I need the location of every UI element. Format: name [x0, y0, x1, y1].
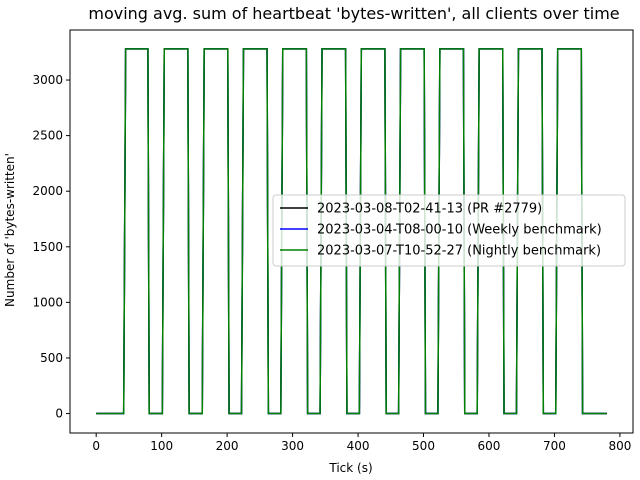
y-axis-ticks: 0 500 1000 1500 2000 2500 3000 — [32, 73, 70, 421]
series-layer — [96, 48, 607, 415]
x-axis-label: Tick (s) — [328, 461, 372, 475]
legend-entry-label: 2023-03-07-T10-52-27 (Nightly benchmark) — [317, 244, 601, 259]
x-tick-label: 0 — [92, 439, 100, 453]
x-tick-label: 700 — [543, 439, 566, 453]
x-tick-label: 400 — [347, 439, 370, 453]
chart-title: moving avg. sum of heartbeat 'bytes-writ… — [88, 4, 619, 23]
y-tick-label: 3000 — [32, 73, 63, 87]
series-line-3 — [96, 48, 607, 415]
legend: 2023-03-08-T02-41-13 (PR #2779) 2023-03-0… — [272, 194, 626, 267]
y-tick-label: 2500 — [32, 129, 63, 143]
x-tick-label: 100 — [150, 439, 173, 453]
y-tick-label: 2000 — [32, 184, 63, 198]
y-tick-label: 500 — [40, 351, 63, 365]
x-tick-label: 600 — [478, 439, 501, 453]
x-tick-label: 800 — [608, 439, 631, 453]
y-tick-label: 1500 — [32, 240, 63, 254]
x-tick-label: 200 — [216, 439, 239, 453]
y-tick-label: 0 — [55, 407, 63, 421]
legend-entry-label: 2023-03-04-T08-00-10 (Weekly benchmark) — [317, 223, 602, 238]
legend-box — [272, 194, 626, 267]
legend-entry-label: 2023-03-08-T02-41-13 (PR #2779) — [317, 202, 542, 217]
x-tick-label: 300 — [281, 439, 304, 453]
y-tick-label: 1000 — [32, 295, 63, 309]
x-tick-label: 500 — [412, 439, 435, 453]
y-axis-label: Number of 'bytes-written' — [3, 153, 17, 307]
x-axis-ticks: 0 100 200 300 400 500 600 700 800 — [92, 433, 631, 453]
